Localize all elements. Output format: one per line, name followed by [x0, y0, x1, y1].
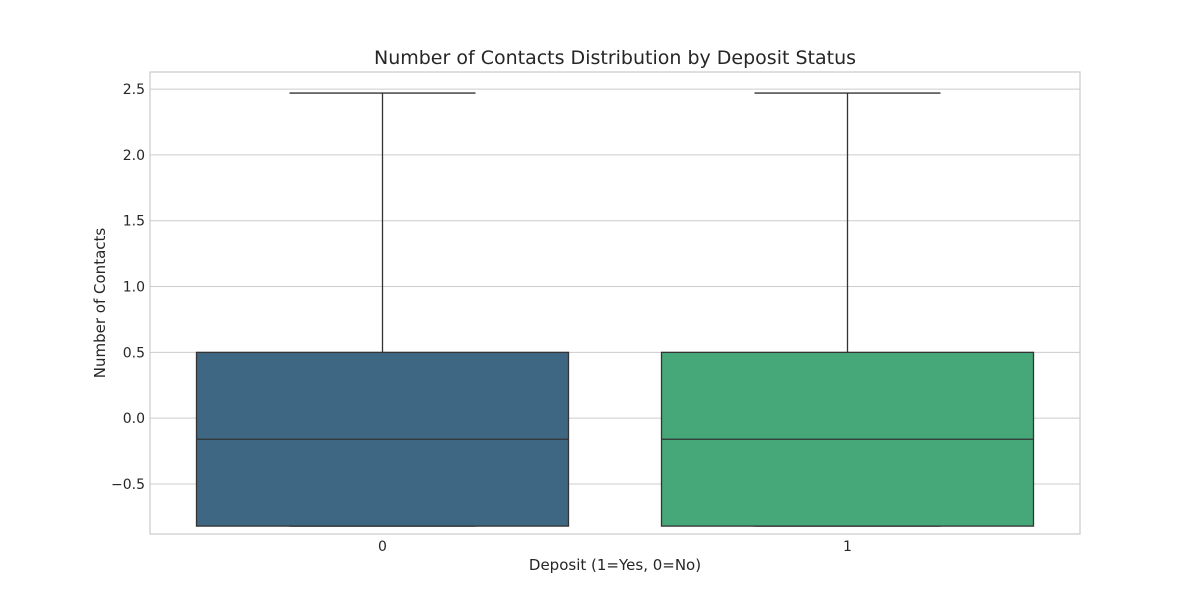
- x-tick-label: 1: [843, 539, 852, 555]
- plot-frame: [149, 71, 1081, 535]
- y-tick-label: 1.0: [123, 280, 145, 296]
- y-axis-label: Number of Contacts: [91, 228, 109, 379]
- y-tick-labels: −0.5 0.0 0.5 1.0 1.5 2.0 2.5: [111, 82, 145, 493]
- y-tick-label: 1.5: [123, 214, 145, 230]
- y-tick-label: 0.0: [123, 411, 145, 427]
- box-plots: [195, 92, 1035, 527]
- y-tick-label: 2.0: [123, 148, 145, 164]
- x-tick-label: 0: [378, 539, 387, 555]
- box-0: [195, 92, 570, 527]
- y-tick-label: 0.5: [123, 345, 145, 361]
- chart-title: Number of Contacts Distribution by Depos…: [374, 47, 856, 69]
- y-tick-label: 2.5: [123, 82, 145, 98]
- y-tick-label: −0.5: [111, 477, 145, 493]
- x-axis-label: Deposit (1=Yes, 0=No): [529, 556, 701, 574]
- box-1: [660, 92, 1035, 527]
